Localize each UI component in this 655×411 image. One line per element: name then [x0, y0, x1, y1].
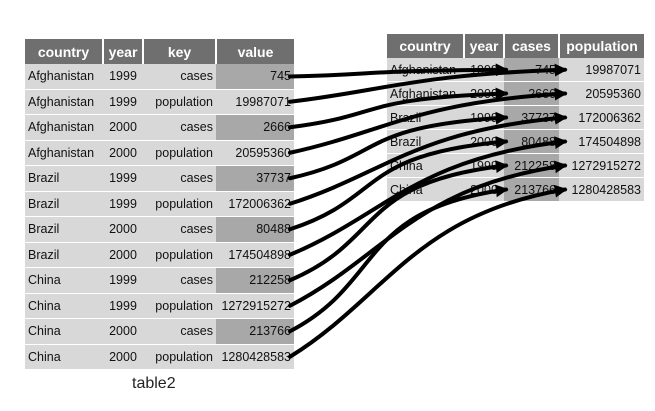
cell-country: Brazil — [25, 242, 103, 268]
mapping-arrow — [288, 160, 509, 283]
table2-row: Brazil 2000 population 174504898 — [25, 242, 294, 268]
mapping-arrow — [288, 87, 568, 155]
cell-value: 20595360 — [216, 140, 294, 166]
cell-year: 1999 — [103, 89, 143, 115]
mapping-arrow — [288, 184, 568, 359]
table2-row: Brazil 1999 cases 37737 — [25, 165, 294, 192]
cell-country: China — [25, 344, 103, 370]
cell-country: China — [25, 318, 103, 345]
mapping-arrow — [288, 63, 509, 79]
cell-country: China — [25, 293, 103, 319]
cell-key: cases — [143, 165, 216, 192]
table2-row: Afghanistan 1999 cases 745 — [25, 64, 294, 90]
cell-year: 1999 — [103, 293, 143, 319]
table2-row: China 2000 population 1280428583 — [25, 344, 294, 370]
header-value: value — [216, 39, 294, 64]
mapping-arrow — [288, 184, 509, 334]
cell-population: 20595360 — [559, 81, 644, 106]
table2-row: China 1999 cases 212258 — [25, 267, 294, 294]
cell-population: 1272915272 — [559, 153, 644, 178]
cell-value: 1272915272 — [216, 293, 294, 319]
cell-country: Afghanistan — [25, 114, 103, 141]
table2-header-row: country year key value — [25, 39, 294, 64]
table2-row: Afghanistan 2000 cases 2666 — [25, 114, 294, 141]
table1-row: China 1999 212258 1272915272 — [387, 153, 644, 178]
cell-year: 2000 — [103, 318, 143, 345]
cell-population: 1280428583 — [559, 177, 644, 202]
header-country: country — [387, 34, 465, 58]
cell-population: 174504898 — [559, 129, 644, 154]
cell-key: population — [143, 242, 216, 268]
cell-year: 1999 — [103, 64, 143, 90]
table2-row: Brazil 2000 cases 80488 — [25, 216, 294, 243]
cell-year: 1999 — [103, 165, 143, 192]
table2-row: China 1999 population 1272915272 — [25, 293, 294, 319]
table-caption: table2 — [132, 375, 176, 392]
header-cases: cases — [504, 34, 560, 58]
cell-country: Brazil — [25, 216, 103, 243]
cell-key: population — [143, 89, 216, 115]
table2-row: Afghanistan 2000 population 20595360 — [25, 140, 294, 166]
cell-year: 1999 — [103, 191, 143, 217]
header-population: population — [559, 34, 644, 58]
cell-value: 213766 — [216, 318, 294, 345]
header-year: year — [464, 34, 505, 58]
cell-population: 172006362 — [559, 105, 644, 130]
cell-value: 37737 — [216, 165, 294, 192]
cell-key: population — [143, 293, 216, 319]
cell-country: Afghanistan — [25, 64, 103, 90]
cell-key: cases — [143, 267, 216, 294]
cell-key: cases — [143, 114, 216, 141]
cell-key: cases — [143, 318, 216, 345]
cell-country: Brazil — [25, 191, 103, 217]
cell-year: 1999 — [103, 267, 143, 294]
table2-long: country year key value Afghanistan 1999 ca… — [25, 39, 294, 370]
cell-value: 2666 — [216, 114, 294, 141]
cell-key: cases — [143, 216, 216, 243]
cell-value: 19987071 — [216, 89, 294, 115]
cell-country: Brazil — [25, 165, 103, 192]
cell-country: Afghanistan — [25, 140, 103, 166]
table2-row: Afghanistan 1999 population 19987071 — [25, 89, 294, 115]
cell-year: 2000 — [103, 114, 143, 141]
cell-value: 80488 — [216, 216, 294, 243]
cell-country: China — [25, 267, 103, 294]
cell-key: population — [143, 344, 216, 370]
table2-row: Brazil 1999 population 172006362 — [25, 191, 294, 217]
cell-year: 2000 — [103, 216, 143, 243]
table1-header-row: country year cases population — [387, 34, 644, 58]
cell-value: 745 — [216, 64, 294, 90]
cell-key: population — [143, 140, 216, 166]
header-country: country — [25, 39, 104, 64]
cell-country: Afghanistan — [25, 89, 103, 115]
cell-population: 19987071 — [559, 58, 644, 82]
mapping-arrow — [288, 136, 568, 257]
mapping-arrow — [288, 87, 509, 130]
header-key: key — [143, 39, 217, 64]
mapping-arrow — [288, 63, 568, 104]
cell-key: cases — [143, 64, 216, 90]
cell-year: 2000 — [103, 344, 143, 370]
cell-value: 172006362 — [216, 191, 294, 217]
mapping-arrow — [288, 112, 568, 206]
cell-value: 212258 — [216, 267, 294, 294]
cell-value: 1280428583 — [216, 344, 294, 370]
table2-row: China 2000 cases 213766 — [25, 318, 294, 345]
cell-value: 174504898 — [216, 242, 294, 268]
cell-year: 2000 — [103, 140, 143, 166]
mapping-arrow — [288, 136, 509, 232]
cell-year: 2000 — [103, 242, 143, 268]
mapping-arrow — [288, 111, 509, 181]
cell-key: population — [143, 191, 216, 217]
header-year: year — [103, 39, 144, 64]
